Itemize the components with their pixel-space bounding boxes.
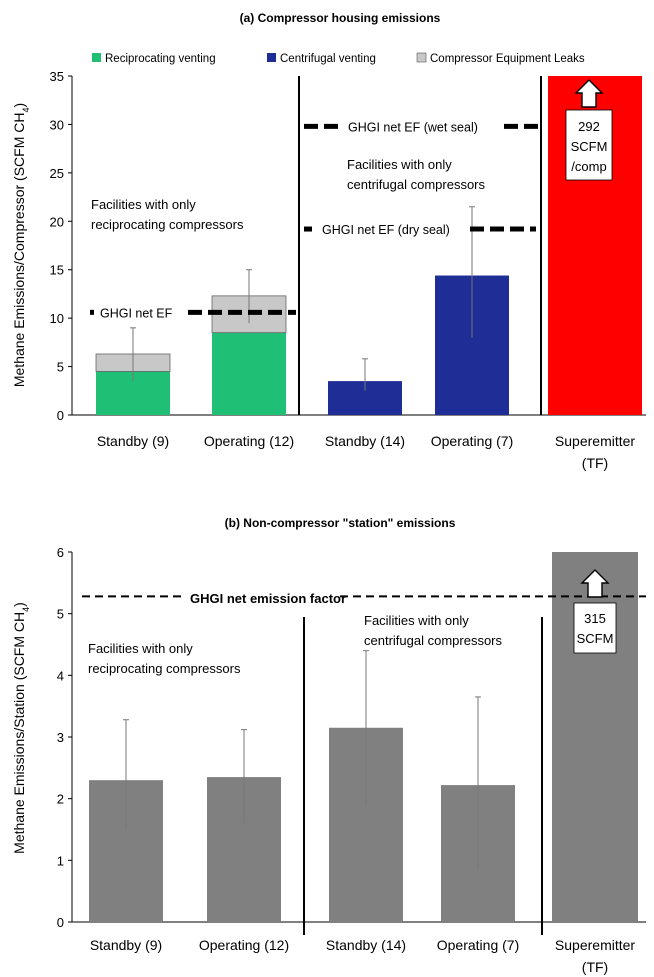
panel-a-title: (a) Compressor housing emissions [240,11,441,25]
legend-label-centrifugal: Centrifugal venting [280,53,376,65]
legend-swatch-centrifugal [267,53,276,62]
y-tick-label: 3 [57,730,64,745]
y-tick-label: 15 [50,263,64,278]
legend-label-reciprocating: Reciprocating venting [105,53,216,65]
panel-a-y-axis-label: Methane Emissions/Compressor (SCFM CH4) [11,103,31,387]
reference-line-label: GHGI net EF (wet seal) [348,120,478,134]
legend-label-leaks: Compressor Equipment Leaks [430,53,585,65]
panel-a-annotation-centri-line1: Facilities with only [347,157,452,172]
legend: Reciprocating venting Centrifugal ventin… [92,52,585,65]
x-tick-label: Operating (12) [204,433,294,449]
panel-a-callout-line3: /comp [571,159,606,174]
x-tick-label: Standby (9) [97,433,169,449]
panel-b-annotation-centri-line1: Facilities with only [364,613,469,628]
y-tick-label: 20 [50,214,64,229]
y-tick-label: 1 [57,853,64,868]
panel-b-error-bars [123,650,481,870]
panel-a-callout-box [565,109,613,181]
panel-b-y-ticks: 0 1 2 3 4 5 6 [57,545,72,930]
panel-a-callout-line1: 292 [578,119,600,134]
x-tick-label: Standby (14) [326,937,406,953]
y-tick-label: 6 [57,545,64,560]
panel-b-category-labels: Standby (9) Operating (12) Standby (14) Ope… [90,937,636,975]
panel-b: (b) Non-compressor "station" emissions M… [11,516,646,975]
panel-a-y-ticks: 0 5 10 15 20 25 30 35 [50,69,72,423]
reference-line-label: GHGI net EF [100,306,173,320]
panel-b-annotation-recip-line2: reciprocating compressors [88,661,241,676]
panel-a-reference-lines: GHGI net EF GHGI net EF (wet seal) GHGI ne… [90,120,538,320]
y-tick-label: 25 [50,166,64,181]
panel-b-bars [89,552,638,922]
panel-a-category-labels: Standby (9) Operating (12) Standby (14) Ope… [97,433,636,471]
x-tick-label-second-line: (TF) [582,959,608,975]
panel-b-title: (b) Non-compressor "station" emissions [225,516,456,530]
legend-swatch-reciprocating [92,53,101,62]
y-tick-label: 5 [57,360,64,375]
panel-a-annotation-recip-line2: reciprocating compressors [91,217,244,232]
panel-b-reference-label: GHGI net emission factor [190,591,346,606]
panel-b-annotation-recip-line1: Facilities with only [88,641,193,656]
x-tick-label: Standby (9) [90,937,162,953]
panel-b-superemitter-callout: 315 SCFM [573,569,617,654]
x-tick-label: Operating (7) [437,937,519,953]
y-tick-label: 2 [57,792,64,807]
panel-a: (a) Compressor housing emissions Recipro… [11,11,646,471]
x-tick-label: Superemitter [555,433,635,449]
panel-a-annotation-recip-line1: Facilities with only [91,197,196,212]
y-tick-label: 0 [57,408,64,423]
y-tick-label: 10 [50,311,64,326]
y-tick-label: 0 [57,915,64,930]
x-tick-label: Standby (14) [325,433,405,449]
panel-b-callout-box [573,602,617,654]
x-tick-label: Operating (7) [431,433,513,449]
y-tick-label: 30 [50,117,64,132]
x-tick-label-second-line: (TF) [582,455,608,471]
x-tick-label: Superemitter [555,937,635,953]
y-tick-label: 5 [57,607,64,622]
bar-segment [212,332,286,415]
panel-b-callout-line2: SCFM [577,631,614,646]
reference-line-label: GHGI net EF (dry seal) [322,223,450,237]
panel-b-callout-line1: 315 [584,611,606,626]
panel-a-callout-line2: SCFM [571,139,608,154]
up-arrow-icon [574,79,604,108]
y-tick-label: 4 [57,668,64,683]
legend-swatch-leaks [416,52,427,63]
panel-b-y-axis-label: Methane Emissions/Station (SCFM CH4) [11,602,31,854]
panel-a-superemitter-callout: 292 SCFM /comp [565,79,613,181]
x-tick-label: Operating (12) [199,937,289,953]
panel-a-annotation-centri-line2: centrifugal compressors [347,177,485,192]
panel-b-annotation-centri-line2: centrifugal compressors [364,633,502,648]
y-tick-label: 35 [50,69,64,84]
up-arrow-icon [580,569,610,598]
